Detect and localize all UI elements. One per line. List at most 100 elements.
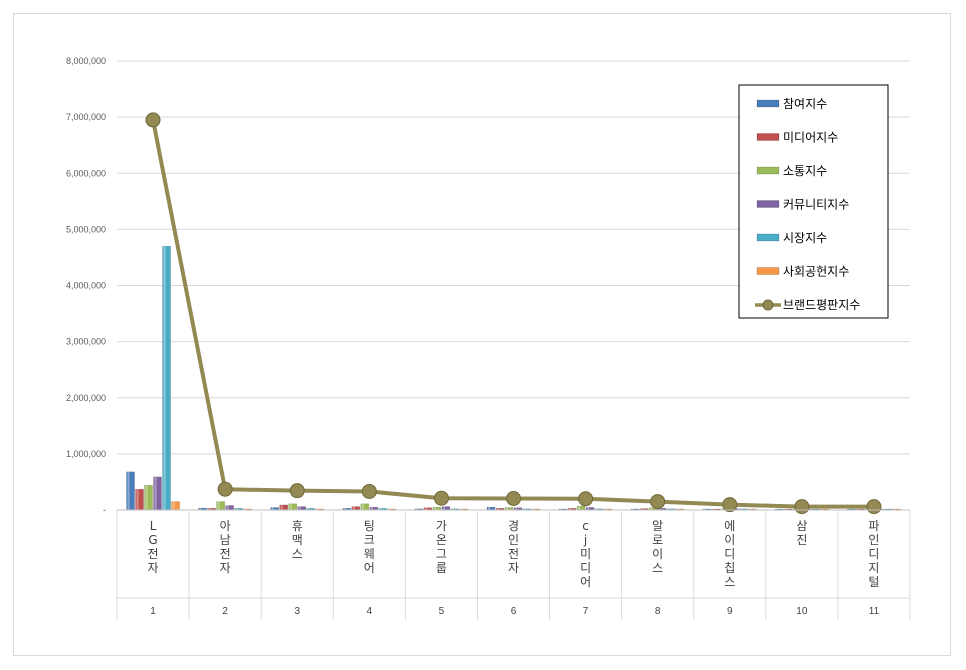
legend-label: 브랜드평판지수 xyxy=(783,298,860,312)
bar-highlight xyxy=(289,503,292,510)
bar-highlight xyxy=(578,506,581,510)
brand-index-point xyxy=(145,112,161,128)
bar-highlight xyxy=(154,476,157,510)
legend-marker xyxy=(762,299,774,311)
brand-index-point xyxy=(217,481,233,497)
y-tick-label: 7,000,000 xyxy=(66,112,106,122)
legend-box xyxy=(738,84,889,319)
bar-highlight xyxy=(145,485,148,510)
bar-highlight xyxy=(343,508,346,510)
brand-index-point xyxy=(506,490,521,506)
bar-highlight xyxy=(506,507,508,510)
bar-highlight xyxy=(298,506,301,510)
category-index: 10 xyxy=(796,606,808,617)
bar-highlight xyxy=(488,507,490,510)
legend-label: 소통지수 xyxy=(783,164,827,178)
bar-highlight xyxy=(451,508,454,510)
brand-index-point xyxy=(794,499,810,515)
brand-index-point xyxy=(433,490,449,506)
x-axis: L G 전 자 1 아 남 전 자 2 휴 맥 스 3 팅 크 웨 어 4 가 온 그 룹 5 경 인 전 자 6 c j 미 디 어 7 알 로 이 스 8… xyxy=(116,509,911,620)
bar-highlight xyxy=(433,507,436,510)
bar-highlight xyxy=(208,508,211,510)
legend-swatch xyxy=(756,133,780,141)
category-index: 2 xyxy=(222,606,228,617)
bar-highlight xyxy=(722,508,725,510)
bar-highlight xyxy=(172,501,175,510)
brand-index-point xyxy=(722,497,738,513)
brand-index-point xyxy=(866,499,882,515)
bar-highlight xyxy=(136,489,139,510)
legend-label: 커뮤니티지수 xyxy=(783,198,849,212)
legend-swatch xyxy=(756,99,780,108)
bar-highlight xyxy=(415,508,418,510)
category-index: 7 xyxy=(583,606,589,617)
bar-highlight xyxy=(515,507,517,510)
bar-highlight xyxy=(361,503,364,510)
bar-highlight xyxy=(217,501,220,510)
bar-highlight xyxy=(740,508,743,510)
category-index: 8 xyxy=(655,606,661,617)
bar-highlight xyxy=(226,505,229,510)
y-tick-label: - xyxy=(103,505,106,515)
brand-index-point xyxy=(578,491,594,507)
category-index: 11 xyxy=(869,606,880,617)
legend-label: 시장지수 xyxy=(783,231,827,245)
bar-highlight xyxy=(199,508,202,510)
bar-highlight xyxy=(370,507,373,510)
legend-swatch xyxy=(756,233,780,242)
y-tick-label: 6,000,000 xyxy=(66,168,106,178)
bar-highlight xyxy=(280,504,283,510)
y-axis: - 1,000,000 2,000,000 3,000,000 4,000,000 5,0… xyxy=(66,56,106,515)
bar-highlight xyxy=(587,507,590,510)
category-index: 1 xyxy=(150,606,156,617)
category-index: 3 xyxy=(294,606,300,617)
legend-label: 사회공헌지수 xyxy=(783,265,849,279)
bar-highlight xyxy=(442,506,445,510)
bar-highlight xyxy=(659,508,662,510)
bar-highlight xyxy=(271,507,274,510)
bar-highlight xyxy=(596,508,599,510)
bar-highlight xyxy=(352,506,355,510)
bar-highlight xyxy=(424,507,427,510)
bar-highlight xyxy=(524,508,526,510)
category-index: 5 xyxy=(439,606,445,617)
y-tick-label: 1,000,000 xyxy=(66,449,106,459)
bar-highlight xyxy=(235,508,238,510)
legend-label: 미디어지수 xyxy=(783,131,838,145)
category-index: 4 xyxy=(367,606,373,617)
bar-highlight xyxy=(641,508,644,510)
y-tick-label: 2,000,000 xyxy=(66,393,106,403)
brand-index-point xyxy=(289,483,305,499)
y-tick-label: 3,000,000 xyxy=(66,337,106,347)
brand-index-point xyxy=(650,494,666,510)
brand-index-point xyxy=(361,483,377,499)
bar-highlight xyxy=(127,471,130,510)
bar-highlight xyxy=(569,508,572,510)
legend-swatch xyxy=(756,200,780,208)
bar-highlight xyxy=(307,508,310,510)
y-tick-label: 4,000,000 xyxy=(66,281,106,291)
bar-highlight xyxy=(379,508,382,510)
category-index: 6 xyxy=(511,606,517,617)
bar-highlight xyxy=(668,508,671,510)
line-series xyxy=(145,112,882,515)
y-tick-label: 8,000,000 xyxy=(66,56,106,66)
bar-highlight xyxy=(163,246,166,510)
legend-swatch xyxy=(756,267,780,275)
category-index: 9 xyxy=(727,606,733,617)
legend-swatch xyxy=(756,166,780,175)
bar-highlight xyxy=(650,507,653,510)
